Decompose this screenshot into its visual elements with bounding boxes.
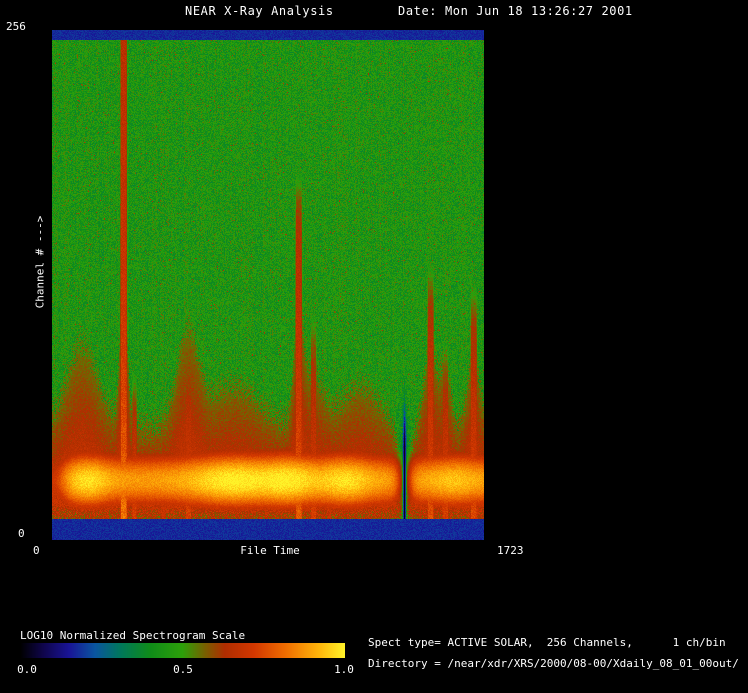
colorbar-tick-max: 1.0 — [334, 663, 354, 676]
app-title: NEAR X-Ray Analysis — [185, 4, 334, 18]
spect-type-text: Spect type= ACTIVE SOLAR, 256 Channels, … — [368, 636, 726, 649]
y-axis-max-label: 256 — [6, 20, 26, 33]
y-axis-min-label: 0 — [18, 527, 25, 540]
spectrogram-canvas — [52, 30, 484, 540]
x-axis-max-label: 1723 — [497, 544, 524, 557]
header-date: Date: Mon Jun 18 13:26:27 2001 — [398, 4, 633, 18]
x-axis-title: File Time — [240, 544, 300, 557]
colorbar-title: LOG10 Normalized Spectrogram Scale — [20, 629, 246, 642]
y-axis-title: Channel # ---> — [33, 215, 47, 309]
colorbar-tick-min: 0.0 — [17, 663, 37, 676]
colorbar-gradient — [20, 643, 345, 658]
directory-text: Directory = /near/xdr/XRS/2000/08-00/Xda… — [368, 657, 739, 670]
colorbar-tick-mid: 0.5 — [173, 663, 193, 676]
x-axis-min-label: 0 — [33, 544, 40, 557]
